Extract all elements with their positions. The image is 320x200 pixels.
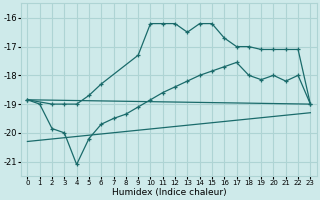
X-axis label: Humidex (Indice chaleur): Humidex (Indice chaleur) <box>112 188 226 197</box>
